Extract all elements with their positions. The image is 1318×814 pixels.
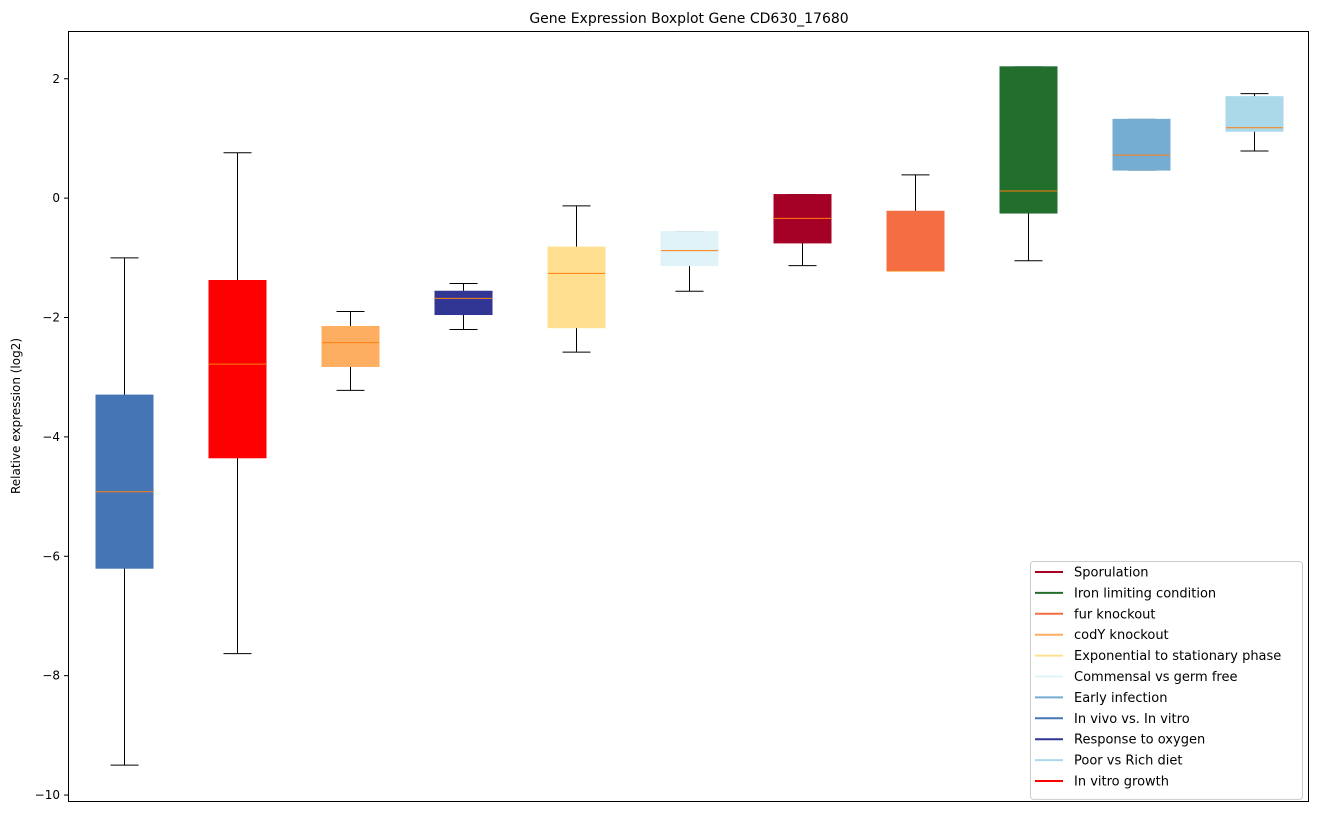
legend-label: Response to oxygen xyxy=(1074,733,1205,748)
y-tick-label: −6 xyxy=(42,549,60,563)
box-poor-vs-rich-diet xyxy=(1225,93,1284,152)
legend-item: Response to oxygen xyxy=(1035,733,1205,748)
box-body xyxy=(1112,118,1171,171)
legend-label: In vivo vs. In vitro xyxy=(1074,712,1190,727)
box-exponential-to-stationary-phase xyxy=(547,205,606,353)
box-sporulation xyxy=(773,194,832,267)
legend-item: In vivo vs. In vitro xyxy=(1035,712,1190,727)
chart-title: Gene Expression Boxplot Gene CD630_17680 xyxy=(529,11,848,27)
legend-label: Iron limiting condition xyxy=(1074,586,1216,601)
box-iron-limiting-condition xyxy=(999,66,1058,262)
box-cody-knockout xyxy=(321,311,380,391)
y-tick-label: 2 xyxy=(52,72,60,86)
legend-label: In vitro growth xyxy=(1074,775,1169,790)
box-body xyxy=(1225,96,1284,132)
box-body xyxy=(660,231,719,267)
legend-item: codY knockout xyxy=(1035,628,1169,643)
legend: Sporulation Iron limiting condition fur kn… xyxy=(1030,561,1303,800)
legend-label: Early infection xyxy=(1074,691,1167,706)
legend-label: Exponential to stationary phase xyxy=(1074,649,1281,664)
box-fur-knockout xyxy=(886,174,945,272)
box-body xyxy=(886,210,945,272)
y-tick-label: −8 xyxy=(42,669,60,683)
legend-item: Commensal vs germ free xyxy=(1035,670,1237,685)
y-tick-label: −10 xyxy=(35,788,60,802)
legend-frame xyxy=(1030,561,1303,800)
legend-label: Poor vs Rich diet xyxy=(1074,754,1182,769)
legend-item: Poor vs Rich diet xyxy=(1035,754,1182,769)
box-body xyxy=(321,325,380,367)
y-tick-label: 0 xyxy=(52,191,60,205)
legend-item: fur knockout xyxy=(1035,607,1156,622)
box-body xyxy=(434,290,493,316)
box-response-to-oxygen xyxy=(434,282,493,330)
box-body xyxy=(547,246,606,329)
legend-label: Sporulation xyxy=(1074,566,1149,581)
legend-label: Commensal vs germ free xyxy=(1074,670,1237,685)
axes-frame xyxy=(68,31,1309,802)
y-tick-label: −4 xyxy=(42,430,60,444)
box-early-infection xyxy=(1112,118,1171,171)
box-commensal-vs-germ-free xyxy=(660,231,719,292)
legend-item: Iron limiting condition xyxy=(1035,586,1216,601)
legend-item: Early infection xyxy=(1035,691,1167,706)
legend-item: Sporulation xyxy=(1035,566,1149,581)
box-body xyxy=(999,66,1058,214)
box-body xyxy=(95,394,154,569)
legend-label: fur knockout xyxy=(1074,607,1156,622)
y-axis-label: Relative expression (log2) xyxy=(9,338,23,494)
y-tick-label: −2 xyxy=(42,311,60,325)
box-in-vivo-vs-in-vitro xyxy=(95,257,154,766)
box-in-vitro-growth xyxy=(208,152,267,655)
legend-item: Exponential to stationary phase xyxy=(1035,649,1281,664)
legend-item: In vitro growth xyxy=(1035,775,1169,790)
boxes-layer xyxy=(95,66,1284,766)
box-body xyxy=(208,280,267,459)
legend-label: codY knockout xyxy=(1074,628,1169,643)
y-axis: 2 0 −2 −4 −6 −8 −10 xyxy=(35,72,68,802)
